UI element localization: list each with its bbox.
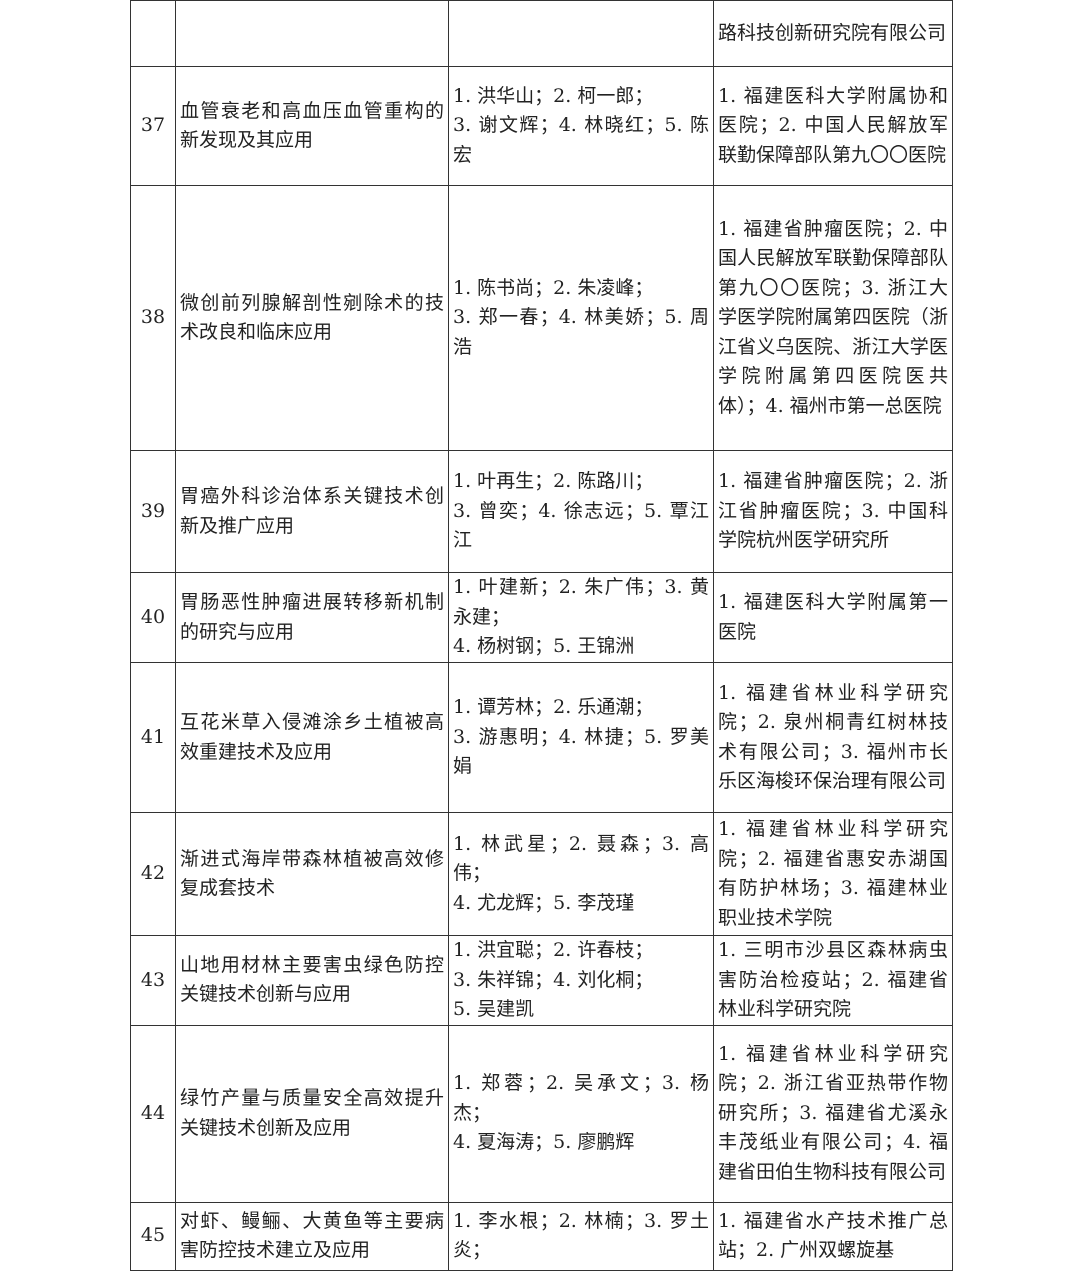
unit-cell: 路科技创新研究院有限公司 [713,0,953,67]
number-cell: 44 [130,1024,176,1203]
people-line: 1. 叶再生；2. 陈路川； [453,470,654,493]
table-row: 41 互花米草入侵滩涂乡土植被高效重建技术及应用 1. 谭芳林；2. 乐通潮； 3. … [130,662,953,813]
project-cell: 对虾、鳗鲡、大黄鱼等主要病害防控技术建立及应用 [175,1201,449,1271]
unit-cell: 1. 三明市沙县区森林病虫害防治检疫站；2. 福建省林业科学研究院 [713,935,953,1026]
table-row: 42 渐进式海岸带森林植被高效修复成套技术 1. 林武星；2. 聂森；3. 高伟； 4… [130,812,953,936]
project-cell: 绿竹产量与质量安全高效提升关键技术创新及应用 [175,1024,449,1203]
people-line: 1. 叶建新；2. 朱广伟；3. 黄永建； [453,576,709,628]
people-line: 1. 谭芳林；2. 乐通潮； [453,696,654,719]
unit-cell: 1. 福建医科大学附属第一医院 [713,572,953,663]
people-cell: 1. 谭芳林；2. 乐通潮； 3. 游惠明；4. 林捷；5. 罗美娟 [448,662,714,813]
table-row: 37 血管衰老和高血压血管重构的新发现及其应用 1. 洪华山；2. 柯一郎； 3. 谢… [130,66,953,186]
table-row: 39 胃癌外科诊治体系关键技术创新及推广应用 1. 叶再生；2. 陈路川； 3. 曾奕… [130,450,953,573]
project-cell: 胃肠恶性肿瘤进展转移新机制的研究与应用 [175,572,449,663]
number-cell: 43 [130,935,176,1026]
project-cell: 胃癌外科诊治体系关键技术创新及推广应用 [175,450,449,573]
table-row: 40 胃肠恶性肿瘤进展转移新机制的研究与应用 1. 叶建新；2. 朱广伟；3. 黄永… [130,572,953,663]
award-table: 路科技创新研究院有限公司 37 血管衰老和高血压血管重构的新发现及其应用 1. 洪华山… [130,0,953,1271]
people-cell: 1. 洪华山；2. 柯一郎； 3. 谢文辉；4. 林晓红；5. 陈宏 [448,66,714,186]
project-cell: 微创前列腺解剖性剜除术的技术改良和临床应用 [175,185,449,451]
people-line: 3. 谢文辉；4. 林晓红；5. 陈宏 [453,114,709,166]
number-cell: 42 [130,812,176,936]
people-line: 1. 李水根；2. 林楠；3. 罗土炎； [453,1209,709,1262]
people-line: 3. 曾奕；4. 徐志远；5. 覃江江 [453,499,709,552]
people-line: 5. 吴建凯 [453,998,535,1020]
people-line: 1. 洪宜聪；2. 许春枝； [453,939,654,961]
number-cell: 38 [130,185,176,451]
unit-cell: 1. 福建省林业科学研究院；2. 福建省惠安赤湖国有防护林场；3. 福建林业职业… [713,812,953,936]
number-cell [130,0,176,67]
unit-cell: 1. 福建医科大学附属协和医院；2. 中国人民解放军联勤保障部队第九〇〇医院 [713,66,953,186]
number-cell: 39 [130,450,176,573]
unit-cell: 1. 福建省肿瘤医院；2. 中国人民解放军联勤保障部队第九〇〇医院；3. 浙江大… [713,185,953,451]
people-cell: 1. 李水根；2. 林楠；3. 罗土炎； [448,1201,714,1271]
people-cell: 1. 林武星；2. 聂森；3. 高伟； 4. 尤龙辉；5. 李茂瑾 [448,812,714,936]
people-cell: 1. 洪宜聪；2. 许春枝； 3. 朱祥锦；4. 刘化桐； 5. 吴建凯 [448,935,714,1026]
people-line: 4. 杨树钢；5. 王锦洲 [453,635,635,658]
table-row: 路科技创新研究院有限公司 [130,0,953,67]
people-line: 1. 陈书尚；2. 朱凌峰； [453,276,654,299]
people-cell: 1. 陈书尚；2. 朱凌峰； 3. 郑一春；4. 林美娇；5. 周浩 [448,185,714,451]
people-line: 4. 尤龙辉；5. 李茂瑾 [453,891,635,914]
number-cell: 40 [130,572,176,663]
number-cell: 41 [130,662,176,813]
table-body: 路科技创新研究院有限公司 37 血管衰老和高血压血管重构的新发现及其应用 1. 洪华山… [130,0,953,1271]
people-line: 1. 郑蓉；2. 吴承文；3. 杨杰； [453,1072,709,1124]
people-line: 4. 夏海涛；5. 廖鹏辉 [453,1131,635,1154]
table-row: 38 微创前列腺解剖性剜除术的技术改良和临床应用 1. 陈书尚；2. 朱凌峰； 3. … [130,185,953,451]
project-cell: 山地用材林主要害虫绿色防控关键技术创新与应用 [175,935,449,1026]
people-line: 1. 洪华山；2. 柯一郎； [453,84,654,107]
number-cell: 37 [130,66,176,186]
people-cell: 1. 叶建新；2. 朱广伟；3. 黄永建； 4. 杨树钢；5. 王锦洲 [448,572,714,663]
project-cell [175,0,449,67]
project-cell: 血管衰老和高血压血管重构的新发现及其应用 [175,66,449,186]
unit-cell: 1. 福建省林业科学研究院；2. 泉州桐青红树林技术有限公司；3. 福州市长乐区… [713,662,953,813]
unit-cell: 1. 福建省林业科学研究院；2. 浙江省亚热带作物研究所；3. 福建省尤溪永丰茂… [713,1024,953,1203]
table-row: 45 对虾、鳗鲡、大黄鱼等主要病害防控技术建立及应用 1. 李水根；2. 林楠；3.… [130,1201,953,1271]
unit-cell: 1. 福建省水产技术推广总站；2. 广州双螺旋基 [713,1201,953,1271]
people-cell: 1. 郑蓉；2. 吴承文；3. 杨杰； 4. 夏海涛；5. 廖鹏辉 [448,1024,714,1203]
people-line: 3. 郑一春；4. 林美娇；5. 周浩 [453,306,709,358]
people-line: 3. 游惠明；4. 林捷；5. 罗美娟 [453,725,709,778]
table-row: 43 山地用材林主要害虫绿色防控关键技术创新与应用 1. 洪宜聪；2. 许春枝； 3.… [130,935,953,1026]
people-cell: 1. 叶再生；2. 陈路川； 3. 曾奕；4. 徐志远；5. 覃江江 [448,450,714,573]
table-row: 44 绿竹产量与质量安全高效提升关键技术创新及应用 1. 郑蓉；2. 吴承文；3. … [130,1024,953,1203]
project-cell: 渐进式海岸带森林植被高效修复成套技术 [175,812,449,936]
table-wrap: 路科技创新研究院有限公司 37 血管衰老和高血压血管重构的新发现及其应用 1. 洪华山… [130,0,953,1271]
people-cell [448,0,714,67]
number-cell: 45 [130,1201,176,1271]
project-cell: 互花米草入侵滩涂乡土植被高效重建技术及应用 [175,662,449,813]
people-line: 1. 林武星；2. 聂森；3. 高伟； [453,832,709,885]
people-line: 3. 朱祥锦；4. 刘化桐； [453,968,654,991]
unit-cell: 1. 福建省肿瘤医院；2. 浙江省肿瘤医院；3. 中国科学院杭州医学研究所 [713,450,953,573]
